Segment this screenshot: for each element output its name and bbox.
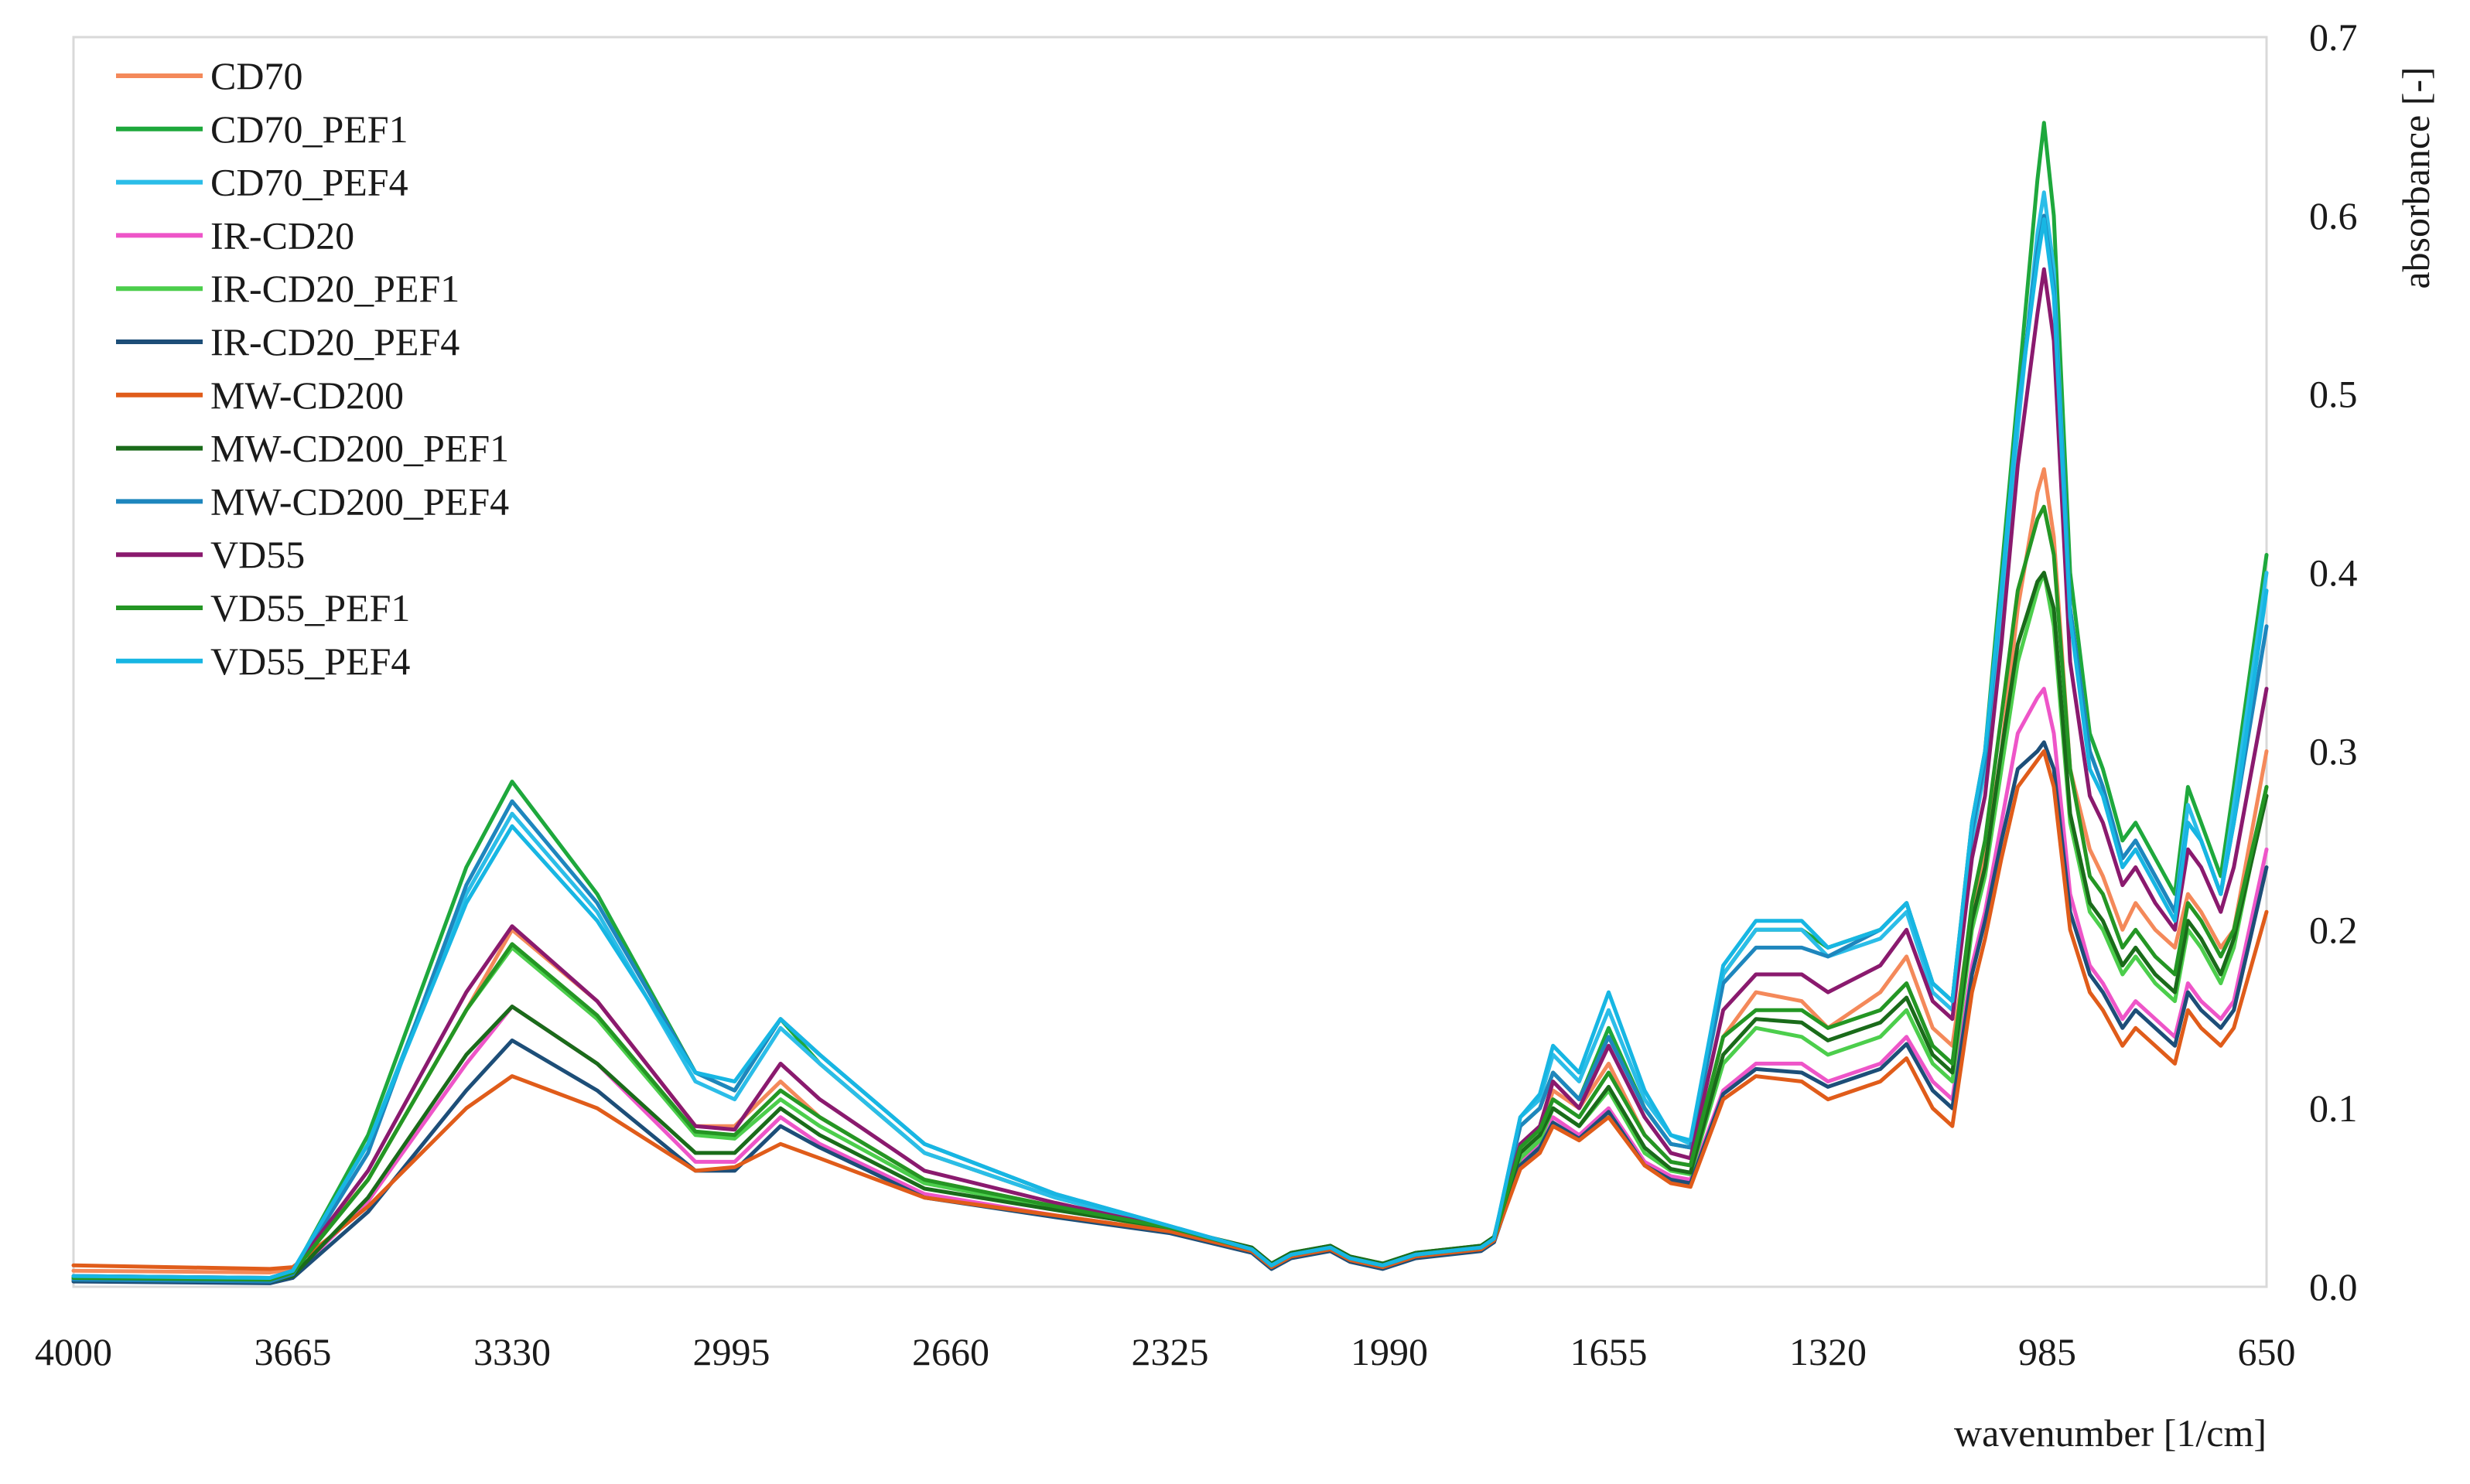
y-tick-label: 0.1: [2309, 1087, 2358, 1130]
legend-label-vd55-pef1: VD55_PEF1: [210, 586, 410, 629]
series-line-vd55: [71, 267, 2269, 1280]
series-line-mw-cd200-pef1: [71, 571, 2269, 1284]
y-tick-label: 0.2: [2309, 908, 2358, 951]
legend-label-mw-cd200-pef1: MW-CD200_PEF1: [210, 427, 509, 470]
legend-label-mw-cd200-pef4: MW-CD200_PEF4: [210, 479, 509, 523]
legend-label-ir-cd20-pef4: IR-CD20_PEF4: [210, 320, 459, 363]
series-line-vd55-pef4: [71, 217, 2269, 1280]
x-axis-ticks: 4000 3665 3330 2995 2660 2325 1990 1655 1320 985 6…: [35, 1330, 2296, 1373]
x-tick-label: 2325: [1132, 1330, 1209, 1373]
series-layer: [71, 121, 2269, 1285]
y-tick-label: 0.7: [2309, 15, 2358, 59]
legend: CD70 CD70_PEF1 CD70_PEF4 IR-CD20 IR-CD20_PEF…: [116, 54, 509, 683]
x-tick-label: 2660: [912, 1330, 989, 1373]
legend-label-mw-cd200: MW-CD200: [210, 374, 404, 417]
x-tick-label: 2995: [693, 1330, 770, 1373]
legend-label-vd55: VD55: [210, 533, 305, 576]
legend-label-ir-cd20-pef1: IR-CD20_PEF1: [210, 267, 459, 310]
y-tick-label: 0.6: [2309, 194, 2358, 237]
x-tick-label: 650: [2238, 1330, 2296, 1373]
y-tick-label: 0.0: [2309, 1265, 2358, 1308]
x-tick-label: 3330: [473, 1330, 551, 1373]
x-tick-label: 3665: [255, 1330, 332, 1373]
series-line-vd55-pef1: [71, 504, 2269, 1282]
series-line-ir-cd20-pef1: [71, 571, 2269, 1282]
y-tick-label: 0.3: [2309, 729, 2358, 773]
y-tick-label: 0.4: [2309, 551, 2358, 595]
y-axis-title: absorbance [-]: [2394, 67, 2438, 288]
x-tick-label: 1320: [1789, 1330, 1867, 1373]
legend-label-ir-cd20: IR-CD20: [210, 213, 354, 257]
legend-label-cd70-pef4: CD70_PEF4: [210, 161, 408, 204]
x-tick-label: 1990: [1351, 1330, 1428, 1373]
y-axis-ticks: 0.0 0.1 0.2 0.3 0.4 0.5 0.6 0.7: [2309, 15, 2358, 1308]
series-line-ir-cd20: [71, 687, 2269, 1284]
x-tick-label: 1655: [1570, 1330, 1648, 1373]
legend-label-cd70: CD70: [210, 54, 302, 97]
series-line-mw-cd200: [71, 749, 2269, 1271]
x-tick-label: 985: [2018, 1330, 2076, 1373]
y-tick-label: 0.5: [2309, 373, 2358, 416]
legend-label-cd70-pef1: CD70_PEF1: [210, 107, 408, 151]
legend-label-vd55-pef4: VD55_PEF4: [210, 640, 410, 683]
x-tick-label: 4000: [35, 1330, 112, 1373]
x-axis-title: wavenumber [1/cm]: [1954, 1411, 2267, 1455]
